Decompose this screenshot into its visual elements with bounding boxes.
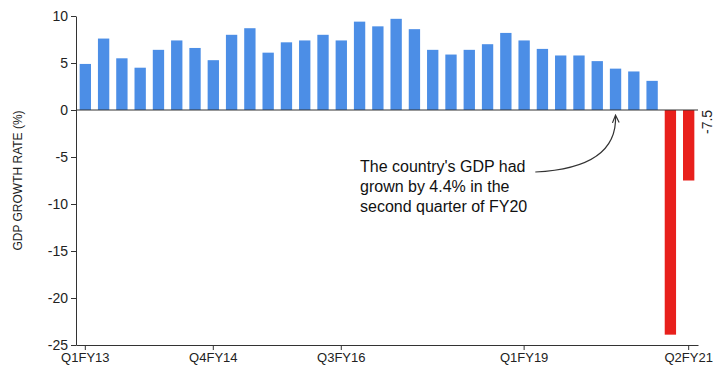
bar [336,40,347,110]
bar [390,19,401,110]
bar [262,53,273,110]
x-axis: Q1FY13 Q4FY14 Q3FY16 Q1FY19 Q2FY21 [61,345,713,365]
y-tick: -20 [48,290,76,306]
y-tick-label: 10 [52,8,68,24]
y-tick-label: -10 [48,196,68,212]
annotation-arrow [535,116,615,172]
bar [482,44,493,110]
y-tick-label: 5 [60,55,68,71]
bar [665,110,676,335]
bar [226,35,237,110]
x-tick: Q1FY13 [61,345,109,365]
bar [628,71,639,110]
bar [573,55,584,110]
bar [427,50,438,110]
x-tick-label: Q1FY19 [500,350,548,365]
annotation-text: The country's GDP had grown by 4.4% in th… [360,158,527,215]
bar [354,22,365,110]
bar [500,33,511,110]
bar [299,40,310,110]
bar [116,58,127,110]
bar [409,29,420,110]
bar [372,26,383,110]
y-tick-label: 0 [60,102,68,118]
y-tick: 5 [60,55,76,71]
bar [189,48,200,110]
x-tick-label: Q1FY13 [61,350,109,365]
data-label: -7.5 [699,110,715,134]
bar [244,28,255,110]
y-tick-mark [71,345,76,346]
y-tick-mark [71,110,76,111]
y-tick-mark [71,157,76,158]
bar [135,68,146,110]
bar [98,39,109,110]
y-tick-mark [71,298,76,299]
bar [208,60,219,110]
bar [518,40,529,110]
y-axis-line [76,17,77,346]
bar [445,55,456,110]
y-tick-mark [71,204,76,205]
y-tick: -5 [56,149,76,165]
bar [610,69,621,110]
y-axis: 1050-5-10-15-20-25 [48,8,77,353]
bar [317,35,328,110]
x-tick: Q4FY14 [189,345,237,365]
y-axis-title: GDP GROWTH RATE (%) [11,110,25,250]
annotation-bg [356,155,531,218]
annotation-line: The country's GDP had [360,158,526,175]
annotation-line: grown by 4.4% in the [360,178,510,195]
bar [80,64,91,110]
y-tick-label: -20 [48,290,68,306]
x-tick: Q2FY21 [664,345,712,365]
y-tick-label: -5 [56,149,69,165]
y-tick: 10 [52,8,76,24]
y-tick: -10 [48,196,76,212]
y-tick-label: -15 [48,243,68,259]
zero-line [76,110,698,111]
y-tick-mark [71,16,76,17]
bar [537,49,548,110]
x-tick-label: Q2FY21 [664,350,712,365]
annotation-line: second quarter of FY20 [360,198,527,215]
x-tick: Q1FY19 [500,345,548,365]
bar [555,55,566,110]
bar [683,110,694,181]
x-tick: Q3FY16 [317,345,365,365]
bar [592,61,603,110]
y-tick: 0 [60,102,76,118]
y-tick-mark [71,63,76,64]
x-tick-label: Q3FY16 [317,350,365,365]
bars [80,19,695,335]
y-tick: -15 [48,243,76,259]
y-tick-mark [71,251,76,252]
x-tick-label: Q4FY14 [189,350,237,365]
bar [153,50,164,110]
bar [464,50,475,110]
annotation: The country's GDP had grown by 4.4% in th… [356,116,616,218]
bar [281,42,292,110]
bar [171,40,182,110]
chart: 1050-5-10-15-20-25Q1FY13Q4FY14Q3FY16Q1FY… [0,0,725,387]
x-axis-line [77,345,699,346]
bar [646,81,657,110]
